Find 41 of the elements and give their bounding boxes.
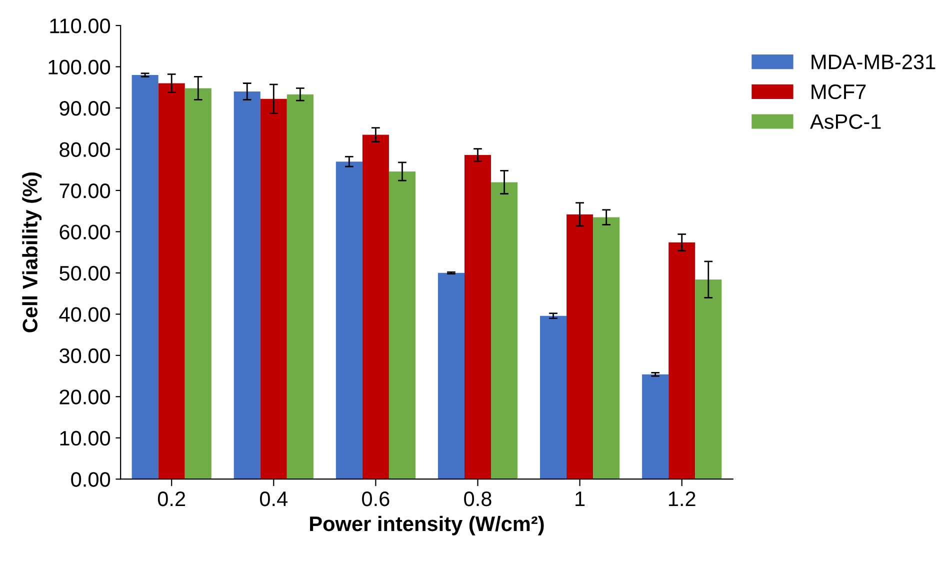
y-tick-label: 60.00 (60, 224, 110, 240)
bar (388, 171, 416, 480)
y-tick-label: 0.00 (71, 472, 110, 487)
y-tick-label: 40.00 (59, 307, 110, 322)
y-tick-label: 100.00 (48, 60, 110, 75)
y-tick-label: 10.00 (60, 430, 110, 446)
y-tick-label: 90.00 (60, 100, 110, 116)
y-tick-label: 50.00 (60, 266, 110, 281)
y-tick-label: 20.00 (60, 390, 110, 404)
y-tick-label: 80.00 (60, 142, 110, 157)
bar (336, 162, 362, 480)
bar (695, 280, 722, 480)
bar (438, 272, 464, 480)
bar (234, 91, 260, 480)
legend-label: AsPC-1 (810, 114, 881, 129)
x-tick-label: 1 (576, 492, 585, 506)
y-tick-label: 30.00 (60, 348, 110, 364)
bar (642, 374, 669, 480)
x-axis-title: Power intensity (W/cm²) (310, 516, 544, 536)
bar (362, 134, 389, 480)
bar (286, 94, 314, 480)
bar (566, 214, 594, 480)
bar (132, 75, 158, 480)
y-tick-label: 110.00 (50, 18, 110, 34)
y-tick-label: 70.00 (60, 183, 110, 198)
bar (184, 88, 212, 480)
x-tick-label: 0.4 (260, 491, 288, 506)
bar (491, 182, 518, 480)
bar (260, 98, 287, 480)
bar (464, 154, 492, 480)
x-tick-label: 1.2 (668, 491, 696, 506)
legend-label: MCF7 (812, 84, 866, 100)
bar (593, 217, 620, 480)
bar (540, 316, 567, 480)
x-tick-label: 0.8 (464, 491, 492, 506)
bar (668, 242, 696, 480)
bar (158, 83, 185, 480)
y-axis-title: Cell Viability (%) (22, 172, 42, 332)
x-tick-label: 0.2 (158, 491, 186, 506)
legend-label: MDA-MB-231 (812, 54, 936, 70)
x-tick-label: 0.6 (362, 491, 390, 506)
